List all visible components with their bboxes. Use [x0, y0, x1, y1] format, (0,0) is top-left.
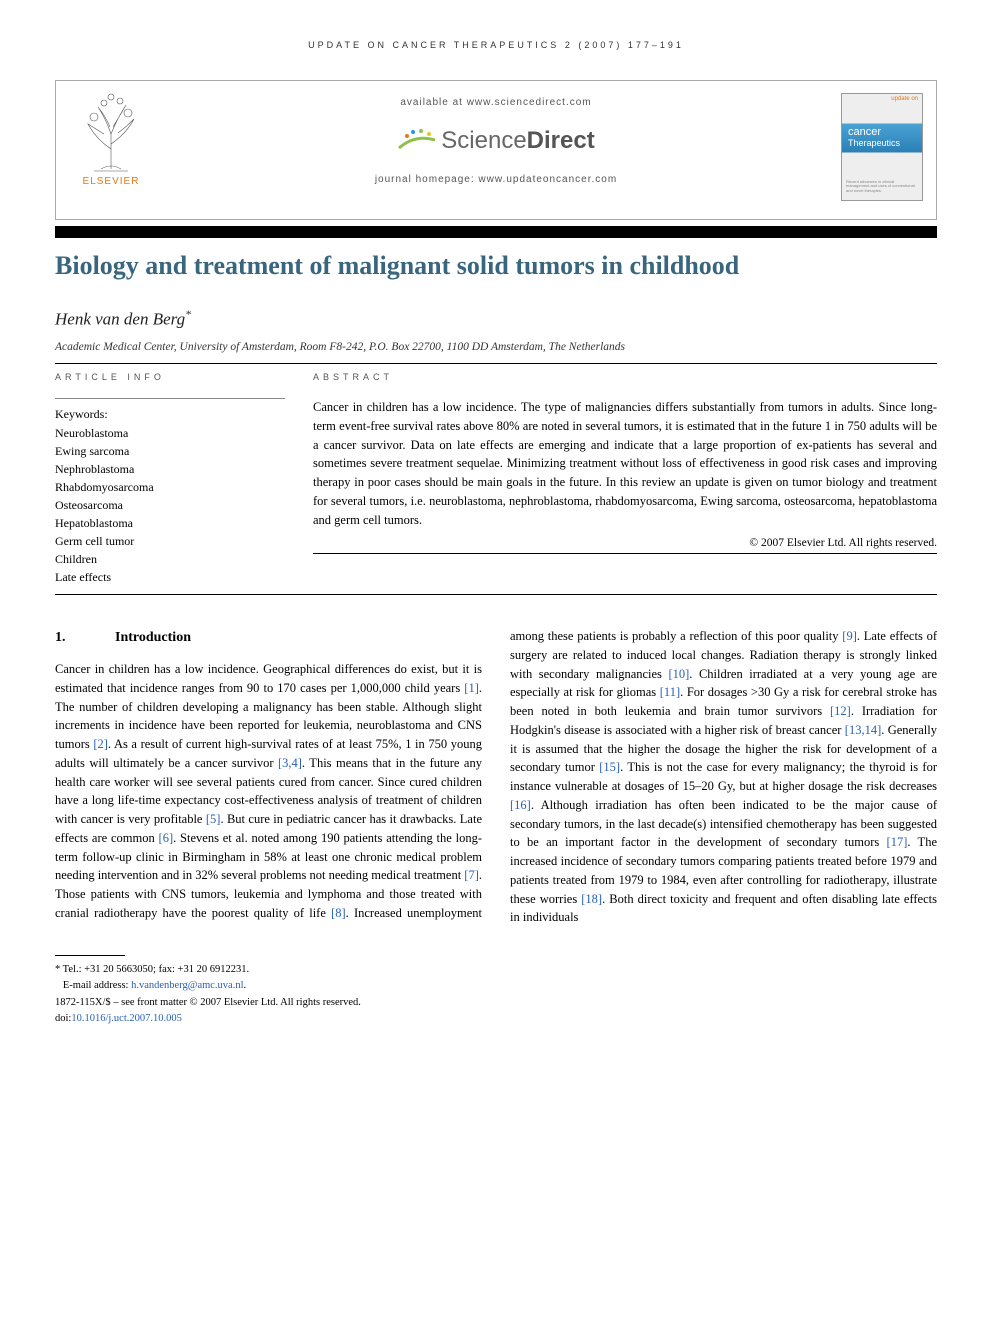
elsevier-tree-icon [76, 89, 146, 174]
cover-top-label: update on [891, 96, 918, 102]
sciencedirect-swoosh-icon [397, 126, 437, 156]
keyword-item: Germ cell tumor [55, 532, 285, 550]
keyword-item: Osteosarcoma [55, 496, 285, 514]
title-divider-bar [55, 226, 937, 238]
section-heading: 1.Introduction [55, 627, 482, 648]
body-text: 1.Introduction Cancer in children has a … [55, 627, 937, 927]
publisher-name: ELSEVIER [66, 176, 156, 187]
keyword-item: Rhabdomyosarcoma [55, 478, 285, 496]
footnote-rule [55, 955, 125, 956]
copyright-line: © 2007 Elsevier Ltd. All rights reserved… [313, 537, 937, 549]
divider [55, 363, 937, 364]
journal-banner: ELSEVIER available at www.sciencedirect.… [55, 80, 937, 220]
article-info-column: ARTICLE INFO Keywords: NeuroblastomaEwin… [55, 372, 285, 586]
divider [55, 594, 937, 595]
abstract-column: ABSTRACT Cancer in children has a low in… [313, 372, 937, 586]
available-at-text: available at www.sciencedirect.com [176, 97, 816, 108]
doi-line: doi:10.1016/j.uct.2007.10.005 [55, 1011, 461, 1026]
keywords-label: Keywords: [55, 407, 285, 422]
abstract-text: Cancer in children has a low incidence. … [313, 398, 937, 529]
keywords-list: NeuroblastomaEwing sarcomaNephroblastoma… [55, 424, 285, 586]
body-paragraph: Cancer in children has a low incidence. … [55, 627, 937, 927]
keyword-item: Children [55, 550, 285, 568]
email-footnote: E-mail address: h.vandenberg@amc.uva.nl. [55, 978, 461, 993]
keyword-item: Neuroblastoma [55, 424, 285, 442]
abstract-heading: ABSTRACT [313, 372, 937, 382]
sciencedirect-logo: ScienceDirect [176, 126, 816, 156]
keyword-item: Late effects [55, 568, 285, 586]
keyword-item: Hepatoblastoma [55, 514, 285, 532]
article-title: Biology and treatment of malignant solid… [55, 250, 937, 283]
cover-thumbnail: update on cancer Therapeutics Recent adv… [841, 93, 926, 201]
email-link[interactable]: h.vandenberg@amc.uva.nl [131, 980, 243, 991]
running-head: UPDATE ON CANCER THERAPEUTICS 2 (2007) 1… [55, 40, 937, 50]
author-name: Henk van den Berg* [55, 307, 937, 330]
journal-homepage-text: journal homepage: www.updateoncancer.com [176, 174, 816, 185]
divider [313, 553, 937, 554]
keyword-item: Ewing sarcoma [55, 442, 285, 460]
keyword-item: Nephroblastoma [55, 460, 285, 478]
cover-title: cancer Therapeutics [848, 126, 900, 148]
sciencedirect-wordmark: ScienceDirect [441, 127, 594, 155]
article-info-heading: ARTICLE INFO [55, 372, 285, 382]
corresponding-marker: * [185, 307, 191, 321]
cover-subtitle: Recent advances in clinical management a… [846, 180, 918, 194]
publisher-logo-block: ELSEVIER [66, 89, 156, 187]
footnotes: * Tel.: +31 20 5663050; fax: +31 20 6912… [55, 955, 461, 1026]
corresponding-author-footnote: * Tel.: +31 20 5663050; fax: +31 20 6912… [55, 962, 461, 977]
affiliation: Academic Medical Center, University of A… [55, 341, 937, 353]
issn-line: 1872-115X/$ – see front matter © 2007 El… [55, 995, 461, 1010]
banner-center: available at www.sciencedirect.com Scien… [176, 81, 816, 219]
